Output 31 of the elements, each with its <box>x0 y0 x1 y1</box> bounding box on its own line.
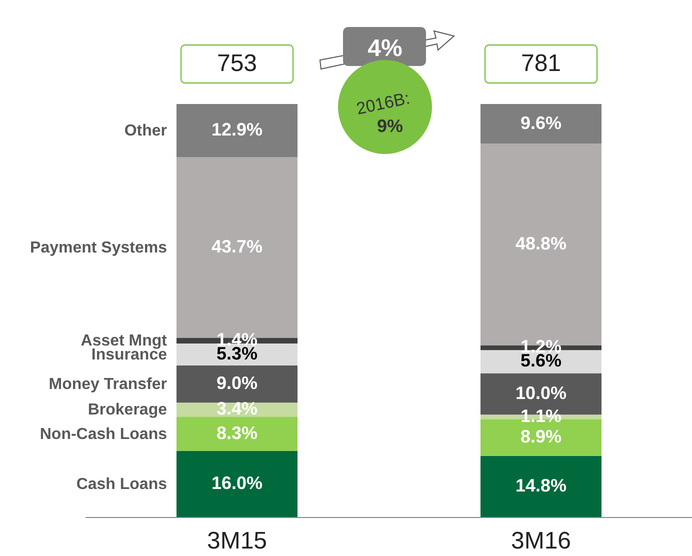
data-label: 8.9% <box>520 426 562 446</box>
bar <box>176 104 298 158</box>
series-label: Non-Cash Loans <box>40 426 168 443</box>
series-label: Other <box>124 122 167 140</box>
text: 4% <box>368 35 402 62</box>
bar <box>480 104 602 144</box>
series-label: Payment Systems <box>30 240 168 257</box>
x-tick-label: 3M16 <box>510 528 572 554</box>
data-label: 10.0% <box>515 382 567 403</box>
text: 753 <box>216 50 258 77</box>
series-label: Money Transfer <box>48 376 167 394</box>
series-label: Asset Mngt <box>80 332 168 350</box>
bar <box>480 456 602 517</box>
data-label: 14.8% <box>515 475 567 496</box>
bar <box>176 450 298 517</box>
series-label: Cash Loans <box>76 476 168 493</box>
text: 781 <box>520 50 562 77</box>
data-label: 8.3% <box>216 422 258 443</box>
x-tick-label: 3M15 <box>206 528 268 554</box>
annotation: 9% <box>376 116 404 136</box>
data-label: 3.4% <box>216 398 258 419</box>
data-label: 43.7% <box>211 236 263 257</box>
data-label: 12.9% <box>211 120 263 140</box>
data-label: 16.0% <box>211 472 263 493</box>
data-label: 48.8% <box>515 233 567 254</box>
annotation: 2016B: <box>354 88 412 118</box>
bar <box>176 365 298 403</box>
bar <box>176 416 298 451</box>
data-label: 9.6% <box>520 112 562 133</box>
data-label: 9.0% <box>216 373 258 394</box>
series-label: Brokerage <box>88 402 168 419</box>
